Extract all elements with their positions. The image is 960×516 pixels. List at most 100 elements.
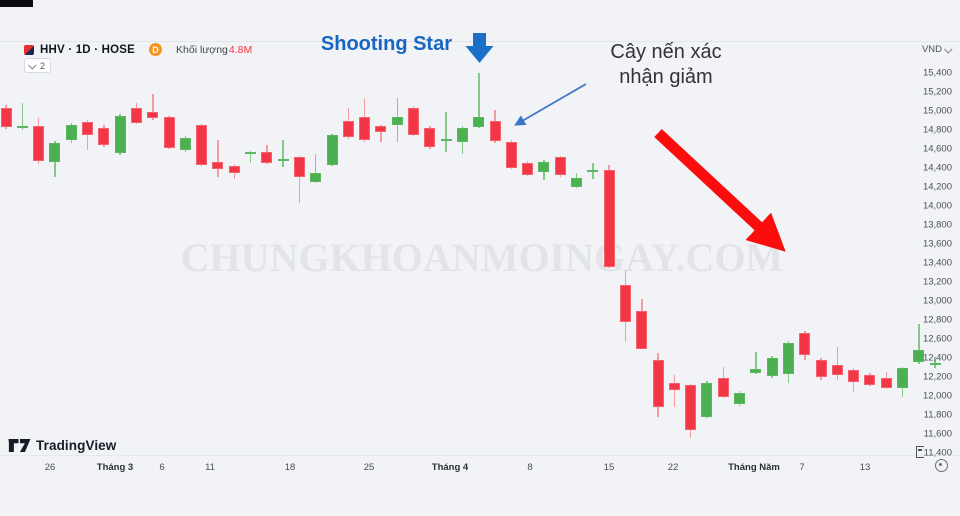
candle-body [766, 358, 778, 377]
time-axis-label: Tháng Năm [728, 462, 780, 473]
price-axis[interactable]: 15,400 15,200 15,000 14,800 14,600 14,400 14,2… [900, 0, 960, 459]
candle-body [619, 284, 631, 322]
symbol-title[interactable]: HHV · 1D · HOSE [40, 43, 136, 56]
time-axis[interactable]: 26 Tháng 3 6 11 18 25 Tháng 4 8 15 22 Tháng Năm 7 13 [0, 456, 900, 480]
candle-body [228, 166, 240, 173]
candle-body [424, 128, 436, 148]
candle-wick [445, 112, 447, 152]
time-axis-separator [0, 455, 960, 456]
price-scale-mode-icon[interactable] [916, 446, 924, 458]
collapse-count: 2 [40, 60, 46, 71]
candle-body [652, 359, 664, 408]
tradingview-mark-icon [8, 439, 31, 452]
candle-body [913, 350, 925, 362]
shooting-star-label: Shooting Star [320, 33, 452, 55]
candle-body [587, 169, 599, 172]
price-axis-label: 14,600 [922, 143, 952, 155]
candle-body [440, 138, 452, 141]
candle-wick [314, 153, 317, 184]
confirm-candle-label-line1: Cây nến xác [610, 41, 722, 63]
price-axis-label: 13,200 [922, 276, 952, 288]
price-axis-label: 12,000 [922, 390, 952, 402]
candle-body [310, 172, 322, 183]
candle-body [65, 125, 77, 140]
time-axis-label: 18 [284, 462, 296, 473]
candle-body [408, 108, 419, 135]
candle-wick [934, 357, 936, 369]
candle-body [538, 162, 550, 172]
chevron-down-icon [28, 60, 37, 70]
candle-wick [298, 155, 301, 204]
price-axis-label: 12,400 [922, 352, 952, 364]
time-axis-label: 13 [859, 462, 871, 473]
candle-wick [836, 346, 839, 380]
candle-body [668, 382, 680, 391]
candle-body [685, 384, 697, 431]
tradingview-logo[interactable]: TradingView [8, 438, 116, 453]
price-axis-label: 15,200 [922, 86, 952, 98]
candle-wick [755, 352, 757, 375]
candle-body [196, 125, 208, 166]
candle-body [848, 370, 860, 382]
price-axis-label: 13,000 [922, 295, 952, 307]
time-axis-label: 7 [799, 462, 805, 473]
time-axis-label: 22 [667, 462, 679, 473]
candle-body [880, 377, 892, 389]
candle-body [734, 393, 745, 405]
candle-body [522, 163, 534, 175]
candle-body [114, 115, 126, 153]
price-axis-label: 14,800 [922, 124, 952, 136]
candle-body [261, 151, 273, 164]
candle-body [179, 137, 191, 150]
candle-body [831, 364, 843, 376]
candle-wick [380, 125, 382, 143]
price-axis-label: 13,400 [922, 257, 952, 269]
price-axis-label: 14,000 [922, 200, 952, 212]
price-axis-label: 14,400 [922, 162, 952, 174]
candle-wick [217, 140, 219, 178]
price-axis-label: 14,200 [922, 181, 952, 193]
candle-wick [282, 140, 284, 167]
currency-selector[interactable]: VND [922, 44, 953, 55]
price-axis-label: 13,600 [922, 238, 952, 250]
gear-icon[interactable] [935, 459, 948, 472]
candle-body [98, 128, 110, 146]
indicators-collapse-button[interactable]: 2 [24, 58, 52, 73]
candle-body [49, 143, 61, 163]
candle-body [701, 382, 713, 417]
candle-body [603, 169, 615, 267]
price-axis-label: 11,600 [923, 428, 952, 440]
candle-body [212, 162, 224, 169]
candle-body [929, 362, 941, 365]
time-axis-label: 15 [603, 462, 615, 473]
candle-body [342, 120, 354, 137]
candle-body [0, 108, 12, 128]
chevron-down-icon [944, 44, 953, 54]
price-axis-label: 13,800 [922, 219, 952, 231]
candle-wick [21, 103, 24, 130]
candle-body [245, 151, 256, 154]
dealer-badge-icon: D [149, 43, 163, 56]
price-axis-label: 12,800 [922, 314, 952, 326]
candle-body [864, 375, 876, 385]
candle-body [130, 108, 142, 124]
candle-body [554, 156, 566, 175]
candle-body [391, 116, 403, 126]
tradingview-logo-text: TradingView [36, 438, 117, 453]
candle-body [277, 158, 289, 161]
volume-value: 4.8M [228, 43, 253, 56]
time-axis-label: Tháng 4 [431, 462, 469, 473]
price-axis-label: 11,800 [923, 409, 952, 421]
candle-body [359, 116, 371, 141]
time-axis-label: 11 [205, 462, 215, 473]
candle-body [147, 112, 159, 118]
candle-body [326, 134, 338, 166]
candle-body [473, 116, 485, 128]
candle-body [815, 359, 827, 377]
symbol-header[interactable]: HHV · 1D · HOSE D Khối lượng 4.8M [24, 43, 252, 56]
time-axis-label: Tháng 3 [96, 462, 134, 473]
candle-body [489, 120, 501, 142]
candle-body [293, 156, 305, 177]
